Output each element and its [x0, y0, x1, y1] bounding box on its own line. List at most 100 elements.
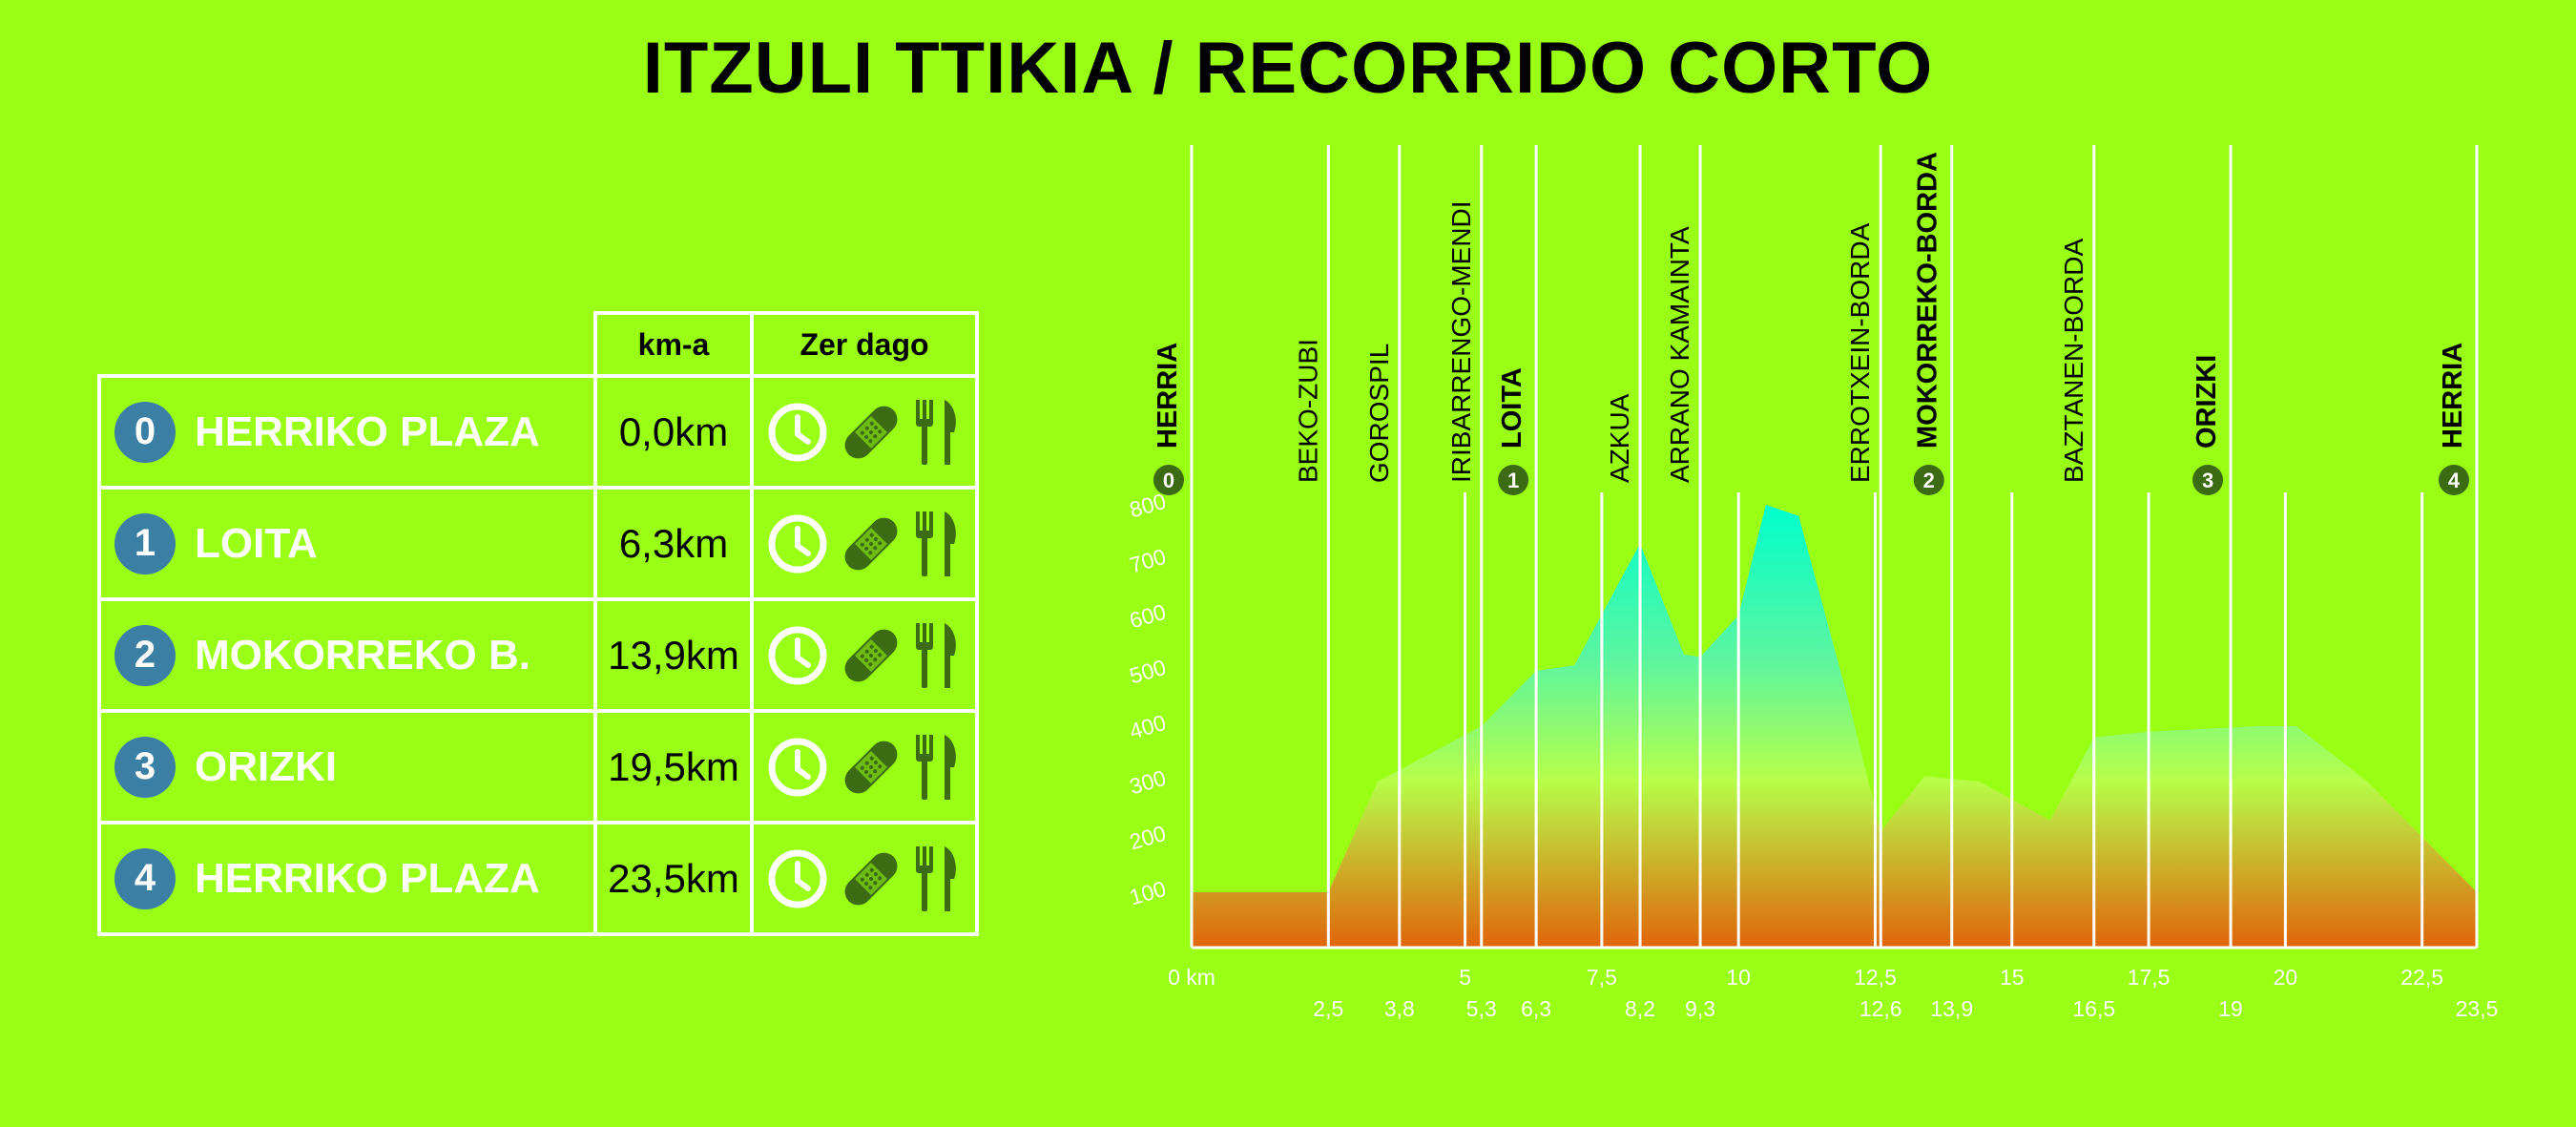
x-tick-label: 15: [2000, 965, 2025, 990]
waypoint-name: MOKORREKO B.: [195, 631, 530, 678]
place-name-label: IRIBARRENGO-MENDI: [1446, 200, 1476, 483]
place-name-label: BAZTANEN-BORDA: [2059, 239, 2088, 483]
waypoint-number-badge: 1: [114, 512, 176, 574]
waypoint-table: km-a Zer dago 0 HERRIKO PLAZA 0,0km: [97, 311, 979, 936]
place-name-label: HERRIA: [1153, 343, 1183, 449]
page-title: ITZULI TTIKIA / RECORRIDO CORTO: [642, 28, 1934, 109]
checkpoint-badge: [1498, 465, 1529, 495]
checkpoint-number: 3: [2202, 469, 2213, 492]
x-tick-label-place: 13,9: [1930, 996, 1973, 1021]
clock-icon: [768, 849, 827, 908]
waypoint-services: [750, 709, 979, 824]
waypoint-km: 23,5km: [593, 821, 754, 936]
table-row: 1 LOITA 6,3km: [97, 486, 979, 601]
x-tick-label: 7,5: [1587, 965, 1617, 990]
x-tick-label-place: 12,6: [1859, 996, 1902, 1021]
y-tick-label: 500: [1127, 655, 1169, 689]
x-tick-label: 20: [2274, 965, 2298, 990]
clock-icon: [768, 403, 827, 461]
table-row: 0 HERRIKO PLAZA 0,0km: [97, 374, 979, 490]
waypoint-services: [750, 597, 979, 713]
waypoint-services: [750, 821, 979, 936]
table-header-km: km-a: [593, 311, 754, 378]
waypoint-number-badge: 3: [114, 736, 176, 798]
waypoint-name-cell: 4 HERRIKO PLAZA: [97, 821, 597, 936]
bandage-icon: [844, 741, 898, 793]
waypoint-name: LOITA: [195, 519, 318, 567]
waypoint-name: HERRIKO PLAZA: [195, 407, 540, 455]
x-tick-label-place: 2,5: [1313, 996, 1343, 1021]
y-tick-label: 100: [1127, 876, 1169, 910]
table-row: 2 MOKORREKO B. 13,9km: [97, 597, 979, 713]
x-tick-label-place: 9,3: [1685, 996, 1715, 1021]
x-axis-zero-label: 0 km: [1168, 965, 1215, 990]
x-tick-label: 12,5: [1854, 965, 1897, 990]
y-tick-label: 400: [1127, 710, 1169, 744]
waypoint-name-cell: 2 MOKORREKO B.: [97, 597, 597, 713]
waypoint-services: [750, 374, 979, 490]
fork-knife-icon: [916, 511, 956, 576]
x-tick-label-place: 8,2: [1625, 996, 1655, 1021]
waypoint-number-badge: 4: [114, 847, 176, 909]
checkpoint-badge: [2439, 465, 2469, 495]
table-header-row: km-a Zer dago: [99, 311, 979, 378]
waypoint-name-cell: 1 LOITA: [97, 486, 597, 601]
checkpoint-number: 2: [1923, 469, 1935, 492]
y-tick-label: 200: [1127, 821, 1169, 855]
place-name-label: ORIZKI: [2192, 355, 2222, 449]
bandage-icon: [844, 852, 898, 905]
x-tick-label-place: 6,3: [1521, 996, 1551, 1021]
place-name-label: HERRIA: [2438, 343, 2468, 449]
x-tick-label: 22,5: [2400, 965, 2443, 990]
x-tick-label: 10: [1726, 965, 1751, 990]
waypoint-km: 6,3km: [593, 486, 754, 601]
bandage-icon: [844, 406, 898, 458]
waypoint-km: 0,0km: [593, 374, 754, 490]
fork-knife-icon: [916, 734, 956, 800]
y-tick-label: 700: [1127, 544, 1169, 578]
y-tick-label: 600: [1127, 599, 1169, 634]
waypoint-name-cell: 0 HERRIKO PLAZA: [97, 374, 597, 490]
x-tick-label-place: 16,5: [2072, 996, 2115, 1021]
clock-icon: [768, 738, 827, 796]
x-tick-label: 17,5: [2128, 965, 2171, 990]
bandage-icon: [844, 517, 898, 570]
place-name-label: BEKO-ZUBI: [1293, 339, 1322, 483]
x-tick-label-place: 5,3: [1466, 996, 1497, 1021]
checkpoint-number: 0: [1163, 469, 1174, 492]
checkpoint-badge: [1153, 465, 1184, 495]
place-name-label: MOKORREKO-BORDA: [1913, 152, 1943, 449]
checkpoint-number: 1: [1507, 469, 1519, 492]
fork-knife-icon: [916, 399, 956, 465]
waypoint-km: 19,5km: [593, 709, 754, 824]
waypoint-number-badge: 2: [114, 624, 176, 686]
fork-knife-icon: [916, 622, 956, 688]
waypoint-services: [750, 486, 979, 601]
table-row: 4 HERRIKO PLAZA 23,5km: [97, 821, 979, 936]
clock-icon: [768, 514, 827, 573]
x-tick-label-place: 19: [2218, 996, 2243, 1021]
waypoint-name: ORIZKI: [195, 742, 338, 790]
place-name-label: LOITA: [1497, 367, 1527, 449]
checkpoint-badge: [2192, 465, 2224, 495]
place-name-label: GOROSPIL: [1364, 344, 1394, 483]
clock-icon: [768, 626, 827, 684]
x-tick-label-place: 23,5: [2456, 996, 2499, 1021]
place-name-label: ARRANO KAMAINTA: [1665, 226, 1694, 483]
x-tick-label: 5: [1459, 965, 1471, 990]
fork-knife-icon: [916, 845, 956, 911]
x-tick-label-place: 3,8: [1384, 996, 1415, 1021]
table-header-services: Zer dago: [750, 311, 979, 378]
table-row: 3 ORIZKI 19,5km: [97, 709, 979, 824]
checkpoint-badge: [1913, 465, 1944, 495]
waypoint-km: 13,9km: [593, 597, 754, 713]
place-name-label: AZKUA: [1605, 393, 1634, 483]
waypoint-name: HERRIKO PLAZA: [195, 854, 540, 902]
waypoint-name-cell: 3 ORIZKI: [97, 709, 597, 824]
bandage-icon: [844, 629, 898, 681]
waypoint-number-badge: 0: [114, 401, 176, 463]
place-name-label: ERROTXEIN-BORDA: [1845, 222, 1875, 483]
elevation-profile-area: [1192, 505, 2477, 948]
checkpoint-number: 4: [2448, 469, 2461, 492]
